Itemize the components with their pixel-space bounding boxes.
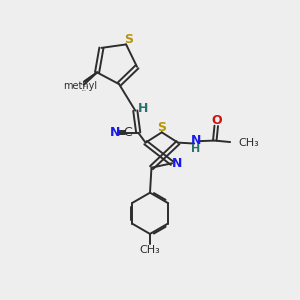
Text: S: S xyxy=(157,121,166,134)
Text: methyl: methyl xyxy=(84,86,89,87)
Text: N: N xyxy=(110,126,120,139)
Text: H: H xyxy=(138,102,149,116)
Text: methyl: methyl xyxy=(63,81,97,91)
Text: N: N xyxy=(190,134,201,147)
Text: C: C xyxy=(123,126,132,139)
Text: CH₃: CH₃ xyxy=(140,245,160,255)
Text: methyl: methyl xyxy=(82,90,87,91)
Text: methyl: methyl xyxy=(81,83,86,85)
Text: S: S xyxy=(124,33,133,46)
Text: CH₃: CH₃ xyxy=(238,138,259,148)
Text: N: N xyxy=(172,157,183,170)
Text: O: O xyxy=(212,114,222,127)
Text: H: H xyxy=(191,143,200,154)
